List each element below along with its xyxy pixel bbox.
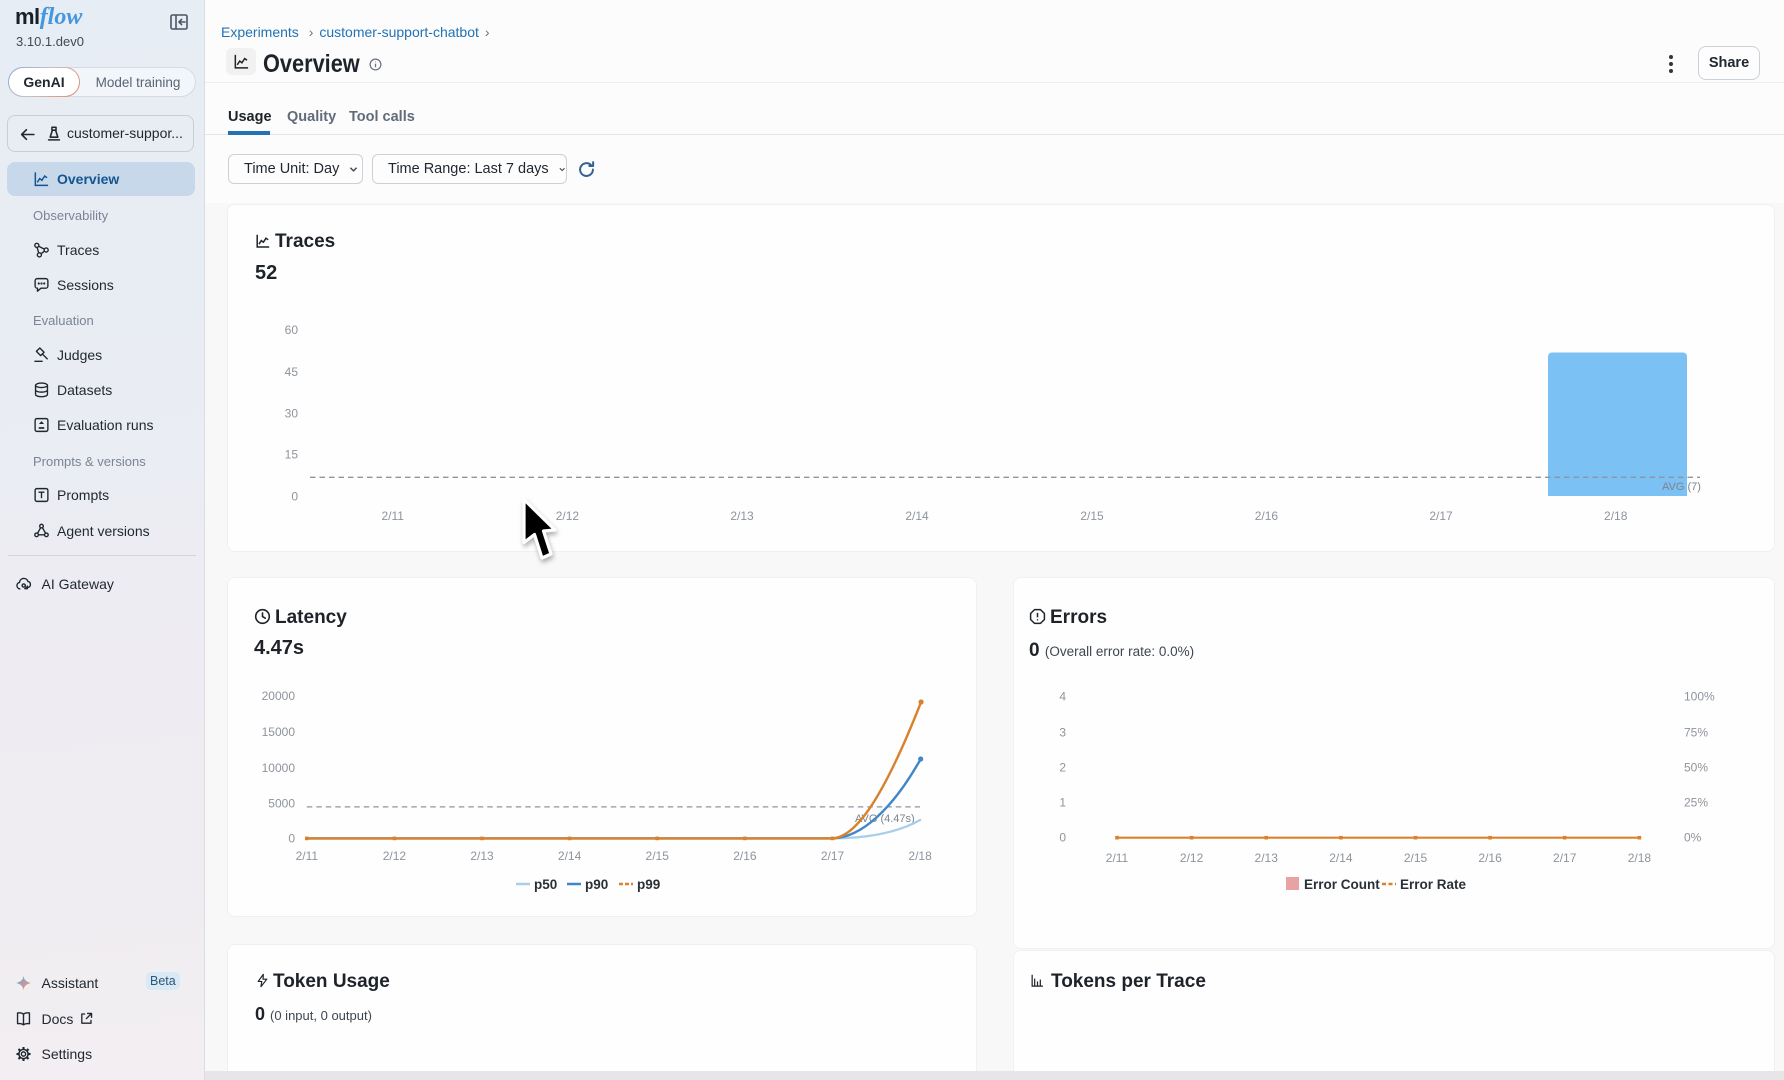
svg-text:p90: p90 [585,877,608,892]
svg-text:Error Rate: Error Rate [1400,877,1467,892]
svg-text:2/17: 2/17 [1553,851,1577,865]
svg-text:0: 0 [288,832,295,846]
svg-text:2/15: 2/15 [1404,851,1428,865]
svg-text:1: 1 [1059,796,1066,810]
svg-text:20000: 20000 [262,689,296,703]
svg-text:2/17: 2/17 [821,849,845,863]
svg-text:2/14: 2/14 [1329,851,1353,865]
svg-text:2/14: 2/14 [558,849,582,863]
svg-text:2/13: 2/13 [730,509,754,523]
svg-text:2/16: 2/16 [1478,851,1502,865]
svg-text:2/18: 2/18 [1628,851,1652,865]
svg-text:100%: 100% [1684,690,1715,704]
svg-text:2/15: 2/15 [646,849,670,863]
svg-text:45: 45 [285,365,299,379]
svg-text:2/15: 2/15 [1080,509,1104,523]
svg-text:Error Count: Error Count [1304,877,1380,892]
svg-text:2/16: 2/16 [733,849,757,863]
svg-text:60: 60 [285,323,299,337]
svg-text:75%: 75% [1684,725,1708,739]
svg-text:25%: 25% [1684,796,1708,810]
svg-text:30: 30 [285,407,299,421]
svg-text:2/12: 2/12 [1180,851,1204,865]
svg-text:2/16: 2/16 [1255,509,1279,523]
svg-text:2/14: 2/14 [905,509,929,523]
svg-text:3: 3 [1059,725,1066,739]
svg-text:AVG (7): AVG (7) [1662,481,1701,493]
svg-text:0%: 0% [1684,831,1702,845]
svg-text:5000: 5000 [268,796,295,810]
svg-text:50%: 50% [1684,760,1708,774]
svg-text:2/18: 2/18 [908,849,932,863]
svg-text:0: 0 [291,489,298,503]
svg-text:10000: 10000 [262,761,296,775]
svg-text:2/11: 2/11 [381,509,404,523]
svg-text:4: 4 [1059,690,1066,704]
svg-text:2/13: 2/13 [470,849,494,863]
svg-text:2/18: 2/18 [1604,509,1628,523]
svg-text:15000: 15000 [262,725,296,739]
svg-text:2/12: 2/12 [383,849,407,863]
svg-text:15: 15 [285,448,299,462]
svg-text:2: 2 [1059,760,1066,774]
svg-text:2/13: 2/13 [1255,851,1279,865]
svg-text:p50: p50 [534,877,557,892]
svg-text:p99: p99 [637,877,660,892]
svg-text:2/17: 2/17 [1429,509,1453,523]
svg-text:2/11: 2/11 [1106,851,1129,865]
svg-text:0: 0 [1059,831,1066,845]
svg-text:2/11: 2/11 [296,849,319,863]
svg-text:2/12: 2/12 [556,509,580,523]
